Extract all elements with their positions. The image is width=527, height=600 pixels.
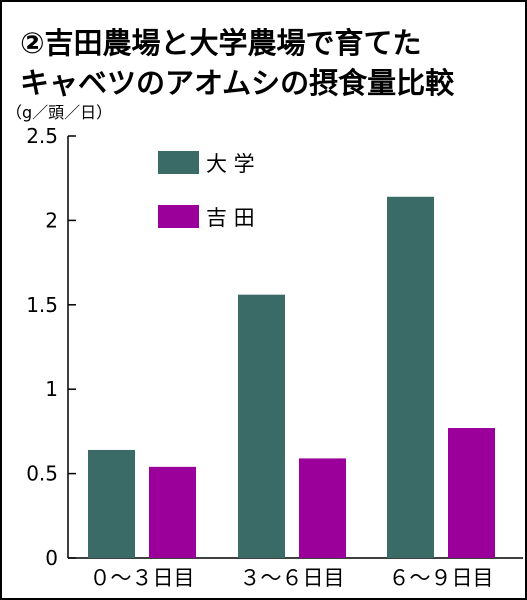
bar-university: [88, 449, 135, 558]
legend-label: 吉 田: [206, 206, 255, 230]
bar-university: [238, 294, 285, 558]
y-tick-label: 1: [45, 377, 58, 401]
bar-yoshida: [448, 428, 495, 558]
bar-university: [387, 196, 434, 558]
y-tick-label: 1.5: [26, 293, 58, 317]
x-tick-label: ０～３日目: [90, 566, 195, 590]
y-axis-unit-label: （g／頭／日）: [6, 103, 112, 122]
legend-swatch: [158, 205, 199, 228]
x-tick-label: ６～９日目: [389, 566, 494, 590]
y-tick-label: 0.5: [26, 462, 58, 486]
y-tick-label: 2: [45, 208, 58, 232]
chart-title-line-1: ②吉田農場と大学農場で育てた: [20, 26, 422, 60]
y-tick-label: 0: [45, 546, 58, 570]
x-tick-label: ３～６日目: [240, 566, 345, 590]
bar-yoshida: [299, 458, 346, 558]
bar-yoshida: [149, 466, 196, 558]
legend-label: 大 学: [206, 152, 255, 176]
legend-swatch: [158, 151, 199, 174]
y-tick-label: 2.5: [26, 124, 58, 148]
chart-title-line-2: キャベツのアオムシの摂食量比較: [20, 66, 455, 100]
